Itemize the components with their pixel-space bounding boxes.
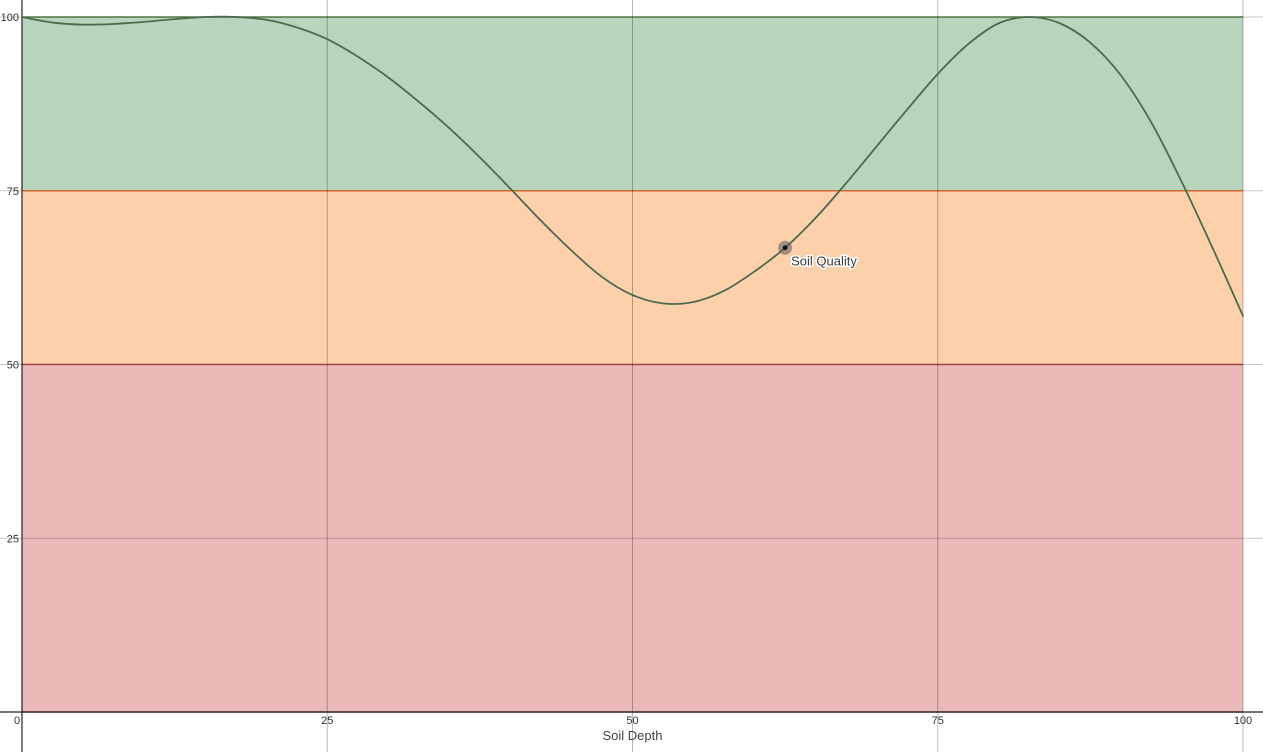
x-tick-label-1: 25 bbox=[321, 715, 333, 727]
y-tick-label-3: 75 bbox=[7, 186, 19, 198]
x-tick-label-0: 0 bbox=[14, 715, 20, 727]
quality-bands bbox=[22, 17, 1243, 712]
highlight-layer: Soil Quality bbox=[778, 240, 859, 270]
tick-labels: 25 50 75 100 0 25 50 75 100 bbox=[1, 12, 1253, 727]
band-1 bbox=[22, 190, 1243, 365]
x-axis-title: Soil Depth bbox=[603, 728, 663, 743]
y-tick-label-4: 100 bbox=[1, 12, 19, 24]
band-2 bbox=[22, 17, 1243, 191]
band-0 bbox=[22, 364, 1243, 712]
series-layer bbox=[21, 15, 1244, 317]
y-tick-label-2: 50 bbox=[7, 360, 19, 372]
y-tick-label-1: 25 bbox=[7, 533, 19, 545]
highlight-point[interactable] bbox=[782, 245, 788, 251]
x-tick-label-3: 75 bbox=[932, 715, 944, 727]
highlight-point-label: Soil Quality bbox=[791, 254, 857, 269]
x-tick-label-2: 50 bbox=[626, 715, 638, 727]
x-tick-label-4: 100 bbox=[1234, 715, 1252, 727]
series-line-0 bbox=[21, 15, 1244, 317]
